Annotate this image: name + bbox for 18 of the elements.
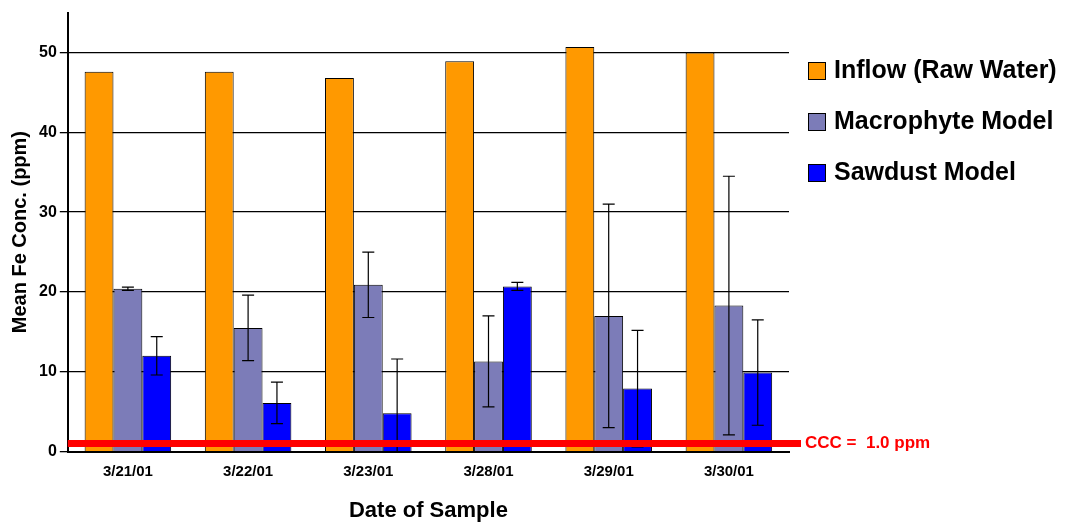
- legend-label: Macrophyte Model: [834, 106, 1054, 135]
- y-tick-label: 10: [39, 362, 57, 380]
- x-tick-label: 3/30/01: [703, 461, 754, 479]
- x-tick-label: 3/23/01: [343, 461, 394, 479]
- x-tick-label: 3/21/01: [102, 461, 153, 479]
- y-tick-label: 20: [39, 282, 57, 300]
- y-axis-title: Mean Fe Conc. (ppm): [7, 130, 30, 334]
- x-axis-title: Date of Sample: [348, 496, 508, 522]
- x-tick-label: 3/28/01: [463, 461, 514, 479]
- ref-line-label: CCC = 1.0 ppm: [805, 433, 931, 453]
- y-tick-label: 30: [39, 202, 57, 220]
- x-tick-label: 3/22/01: [223, 461, 274, 479]
- y-tick-label: 50: [39, 42, 57, 60]
- x-tick-label: 3/29/01: [583, 461, 634, 479]
- legend-label: Sawdust Model: [834, 157, 1016, 186]
- y-tick-label: 0: [47, 442, 57, 460]
- legend-label: Inflow (Raw Water): [834, 55, 1057, 84]
- y-tick-label: 40: [39, 122, 57, 140]
